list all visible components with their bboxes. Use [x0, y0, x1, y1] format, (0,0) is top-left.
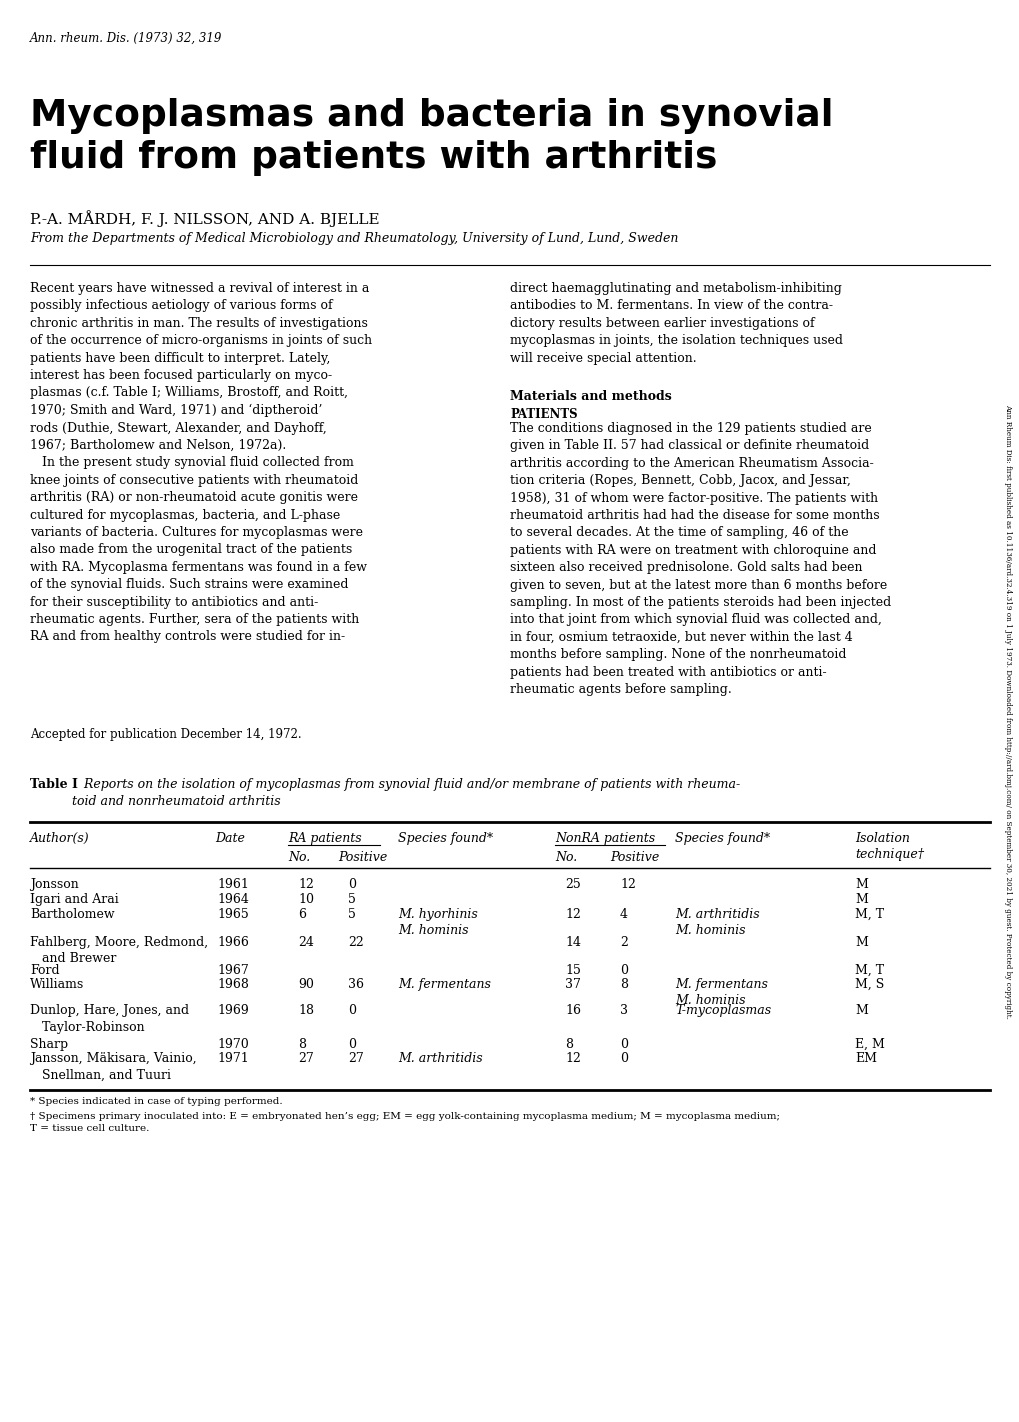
- Text: 4: 4: [620, 909, 628, 921]
- Text: 12: 12: [565, 909, 580, 921]
- Text: 90: 90: [298, 978, 314, 991]
- Text: M, T: M, T: [854, 964, 883, 977]
- Text: NonRA patients: NonRA patients: [554, 832, 654, 845]
- Text: 37: 37: [565, 978, 580, 991]
- Text: Jansson, Mäkisara, Vainio,
   Snellman, and Tuuri: Jansson, Mäkisara, Vainio, Snellman, and…: [30, 1052, 197, 1082]
- Text: From the Departments of Medical Microbiology and Rheumatology, University of Lun: From the Departments of Medical Microbio…: [30, 232, 678, 245]
- Text: 36: 36: [347, 978, 364, 991]
- Text: direct haemagglutinating and metabolism-inhibiting
antibodies to M. fermentans. : direct haemagglutinating and metabolism-…: [510, 282, 842, 364]
- Text: Williams: Williams: [30, 978, 85, 991]
- Text: 6: 6: [298, 909, 306, 921]
- Text: T-mycoplasmas: T-mycoplasmas: [675, 1004, 770, 1017]
- Text: 1971: 1971: [217, 1052, 249, 1065]
- Text: 27: 27: [298, 1052, 314, 1065]
- Text: 12: 12: [620, 877, 635, 892]
- Text: 18: 18: [298, 1004, 314, 1017]
- Text: EM: EM: [854, 1052, 876, 1065]
- Text: M, S: M, S: [854, 978, 883, 991]
- Text: Ann. rheum. Dis. (1973) 32, 319: Ann. rheum. Dis. (1973) 32, 319: [30, 33, 222, 46]
- Text: 8: 8: [620, 978, 628, 991]
- Text: Dunlop, Hare, Jones, and
   Taylor-Robinson: Dunlop, Hare, Jones, and Taylor-Robinson: [30, 1004, 189, 1034]
- Text: * Species indicated in case of typing performed.: * Species indicated in case of typing pe…: [30, 1096, 282, 1106]
- Text: 1969: 1969: [217, 1004, 249, 1017]
- Text: M: M: [854, 877, 867, 892]
- Text: 8: 8: [565, 1038, 573, 1051]
- Text: M. hyorhinis
M. hominis: M. hyorhinis M. hominis: [397, 909, 477, 937]
- Text: 16: 16: [565, 1004, 581, 1017]
- Text: 0: 0: [347, 1038, 356, 1051]
- Text: No.: No.: [287, 850, 310, 865]
- Text: 1970: 1970: [217, 1038, 249, 1051]
- Text: 1968: 1968: [217, 978, 249, 991]
- Text: fluid from patients with arthritis: fluid from patients with arthritis: [30, 139, 716, 176]
- Text: 1967: 1967: [217, 964, 249, 977]
- Text: 27: 27: [347, 1052, 364, 1065]
- Text: 1966: 1966: [217, 936, 249, 948]
- Text: Ann Rheum Dis: first published as 10.1136/ard.32.4.319 on 1 July 1973. Downloade: Ann Rheum Dis: first published as 10.113…: [1003, 404, 1011, 1018]
- Text: Positive: Positive: [609, 850, 658, 865]
- Text: 5: 5: [347, 909, 356, 921]
- Text: 5: 5: [347, 893, 356, 906]
- Text: 0: 0: [620, 964, 628, 977]
- Text: The conditions diagnosed in the 129 patients studied are
given in Table II. 57 h: The conditions diagnosed in the 129 pati…: [510, 422, 891, 695]
- Text: Recent years have witnessed a revival of interest in a
possibly infectious aetio: Recent years have witnessed a revival of…: [30, 282, 372, 643]
- Text: 12: 12: [565, 1052, 580, 1065]
- Text: P.-A. MÅRDH, F. J. NILSSON, AND A. BJELLE: P.-A. MÅRDH, F. J. NILSSON, AND A. BJELL…: [30, 210, 379, 228]
- Text: M: M: [854, 936, 867, 948]
- Text: 22: 22: [347, 936, 364, 948]
- Text: 0: 0: [620, 1038, 628, 1051]
- Text: E, M: E, M: [854, 1038, 884, 1051]
- Text: 15: 15: [565, 964, 580, 977]
- Text: M: M: [854, 1004, 867, 1017]
- Text: 0: 0: [620, 1052, 628, 1065]
- Text: Mycoplasmas and bacteria in synovial: Mycoplasmas and bacteria in synovial: [30, 98, 833, 134]
- Text: M. fermentans
M. hominis: M. fermentans M. hominis: [675, 978, 767, 1008]
- Text: 1965: 1965: [217, 909, 249, 921]
- Text: PATIENTS: PATIENTS: [510, 408, 577, 421]
- Text: 14: 14: [565, 936, 581, 948]
- Text: Table I: Table I: [30, 778, 77, 791]
- Text: 8: 8: [298, 1038, 306, 1051]
- Text: Species found*: Species found*: [397, 832, 492, 845]
- Text: M. arthritidis: M. arthritidis: [397, 1052, 482, 1065]
- Text: 25: 25: [565, 877, 580, 892]
- Text: Bartholomew: Bartholomew: [30, 909, 114, 921]
- Text: M: M: [854, 893, 867, 906]
- Text: M, T: M, T: [854, 909, 883, 921]
- Text: 3: 3: [620, 1004, 628, 1017]
- Text: † Specimens primary inoculated into: E = embryonated hen’s egg; EM = egg yolk-co: † Specimens primary inoculated into: E =…: [30, 1112, 780, 1133]
- Text: 2: 2: [620, 936, 628, 948]
- Text: Ford: Ford: [30, 964, 59, 977]
- Text: RA patients: RA patients: [287, 832, 362, 845]
- Text: Reports on the isolation of mycoplasmas from synovial fluid and/or membrane of p: Reports on the isolation of mycoplasmas …: [72, 778, 740, 808]
- Text: Species found*: Species found*: [675, 832, 769, 845]
- Text: M. fermentans: M. fermentans: [397, 978, 490, 991]
- Text: Accepted for publication December 14, 1972.: Accepted for publication December 14, 19…: [30, 728, 302, 741]
- Text: 10: 10: [298, 893, 314, 906]
- Text: 12: 12: [298, 877, 314, 892]
- Text: 1961: 1961: [217, 877, 249, 892]
- Text: Isolation
technique†: Isolation technique†: [854, 832, 923, 860]
- Text: Positive: Positive: [337, 850, 387, 865]
- Text: Date: Date: [215, 832, 245, 845]
- Text: Author(s): Author(s): [30, 832, 90, 845]
- Text: 0: 0: [347, 877, 356, 892]
- Text: Jonsson: Jonsson: [30, 877, 78, 892]
- Text: Sharp: Sharp: [30, 1038, 68, 1051]
- Text: Fahlberg, Moore, Redmond,
   and Brewer: Fahlberg, Moore, Redmond, and Brewer: [30, 936, 208, 966]
- Text: 0: 0: [347, 1004, 356, 1017]
- Text: M. arthritidis
M. hominis: M. arthritidis M. hominis: [675, 909, 759, 937]
- Text: 1964: 1964: [217, 893, 249, 906]
- Text: 24: 24: [298, 936, 314, 948]
- Text: Igari and Arai: Igari and Arai: [30, 893, 118, 906]
- Text: Materials and methods: Materials and methods: [510, 390, 672, 402]
- Text: No.: No.: [554, 850, 577, 865]
